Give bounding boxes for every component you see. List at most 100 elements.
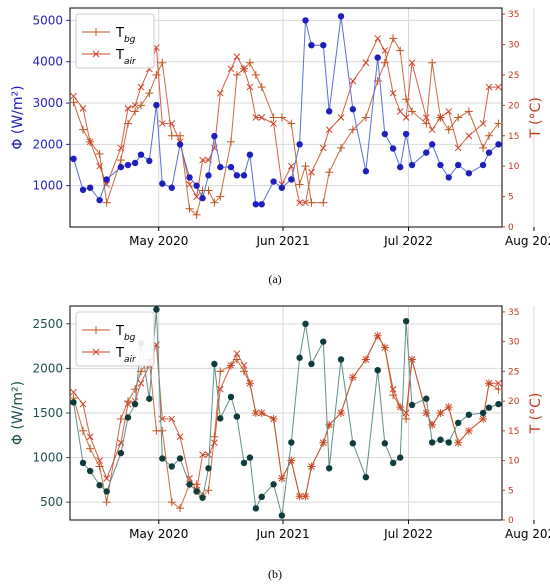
tair-point-d2 — [381, 344, 389, 351]
tair-point — [270, 415, 277, 423]
tbg-point — [102, 198, 111, 207]
tair-point-d2 — [422, 114, 430, 121]
tair-point-d2 — [216, 89, 224, 97]
tbg-point — [494, 385, 503, 394]
phi-point — [193, 182, 200, 189]
tair-point-d2 — [96, 162, 103, 170]
phi-point — [455, 419, 462, 427]
y-tick-label: 2500 — [32, 317, 63, 331]
tbg-point — [95, 150, 104, 158]
y2-tick-label: 5 — [508, 486, 514, 496]
phi-point — [227, 393, 235, 401]
tbg-point — [454, 113, 463, 122]
tair-point-d2 — [252, 114, 260, 121]
phi-point — [246, 454, 254, 461]
tair-point-d2 — [308, 168, 315, 176]
tair-point-d2 — [96, 457, 103, 464]
tair-point — [252, 114, 260, 121]
tair-point — [86, 433, 94, 441]
tair-point — [186, 181, 193, 188]
tair-point-d2 — [485, 83, 493, 91]
tair-point — [319, 439, 327, 447]
tair-point — [79, 400, 87, 408]
tbg-point — [158, 426, 167, 435]
legend-label: Tair — [115, 346, 137, 365]
tair-point — [211, 439, 218, 447]
phi-point — [258, 493, 265, 501]
x-tick-label: May 2020 — [129, 527, 188, 541]
tair-point-d2 — [199, 156, 206, 164]
tbg-point — [257, 83, 266, 92]
tair-point-d2 — [216, 385, 224, 393]
phi-point — [137, 151, 145, 158]
phi-point — [103, 176, 110, 183]
phi-point — [389, 145, 397, 152]
tbg-point — [116, 156, 125, 165]
tair-point — [227, 362, 235, 369]
phi-point — [199, 194, 206, 202]
phi-point — [381, 440, 389, 447]
y-axis-label: Φ (W/m²) — [10, 85, 26, 149]
phi-point — [428, 439, 436, 446]
phi-point — [153, 101, 160, 109]
tair-point-d2 — [176, 433, 184, 441]
tair-point-d2 — [186, 475, 193, 482]
tbg-point — [479, 143, 488, 152]
tbg-point — [216, 192, 225, 201]
phi-point — [211, 360, 218, 368]
y-tick-label: 4000 — [32, 55, 63, 69]
phi-point — [320, 41, 327, 49]
phi-point — [445, 439, 452, 446]
tbg-point — [192, 210, 201, 219]
tair-point-d2 — [168, 120, 176, 127]
tair-point — [465, 132, 473, 140]
phi-point — [349, 106, 357, 113]
tair-point — [381, 47, 389, 54]
phi-point — [479, 409, 487, 417]
phi-point — [326, 108, 333, 115]
tair-point-d2 — [287, 457, 295, 464]
y2-tick-label: 25 — [508, 71, 519, 81]
tair-point-d2 — [296, 492, 303, 500]
phi-point — [176, 455, 184, 462]
tbg-point — [86, 444, 95, 453]
phi-point — [308, 41, 315, 49]
phi-point — [240, 459, 248, 467]
tbg-point — [389, 391, 398, 400]
tair-point-d2 — [479, 415, 487, 423]
y-tick-label: 1000 — [32, 451, 63, 465]
tbg-point — [226, 137, 235, 146]
phi-point — [485, 404, 493, 411]
tbg-point — [210, 198, 219, 207]
phi-point — [79, 186, 87, 194]
tair-point — [79, 105, 87, 112]
tbg-point — [131, 385, 140, 394]
tair-point-d2 — [287, 162, 295, 170]
y2-tick-label: 15 — [508, 427, 519, 437]
y2-tick-label: 15 — [508, 132, 519, 142]
tbg-point — [239, 367, 248, 376]
tair-point — [374, 35, 382, 42]
tair-point — [349, 373, 357, 381]
tbg-point — [210, 432, 219, 441]
phi-point — [302, 320, 309, 328]
tair-point-d2 — [389, 385, 397, 393]
tbg-point — [464, 107, 473, 116]
tair-point — [96, 457, 103, 464]
phi-point — [302, 17, 309, 24]
y2-tick-label: 20 — [508, 101, 520, 111]
x-tick-label: Jul 2022 — [383, 234, 433, 248]
tair-point — [193, 193, 200, 200]
tair-point-d2 — [362, 59, 370, 67]
tair-point — [495, 379, 502, 387]
tbg-point — [325, 168, 334, 177]
tair-point-d2 — [137, 83, 145, 91]
y2-tick-label: 20 — [508, 397, 520, 407]
tair-point — [337, 114, 345, 121]
phi-point — [146, 157, 153, 165]
tair-point-d2 — [186, 181, 193, 188]
tair-point-d2 — [445, 108, 453, 115]
tair-point — [454, 439, 462, 447]
phi-point — [270, 481, 277, 488]
